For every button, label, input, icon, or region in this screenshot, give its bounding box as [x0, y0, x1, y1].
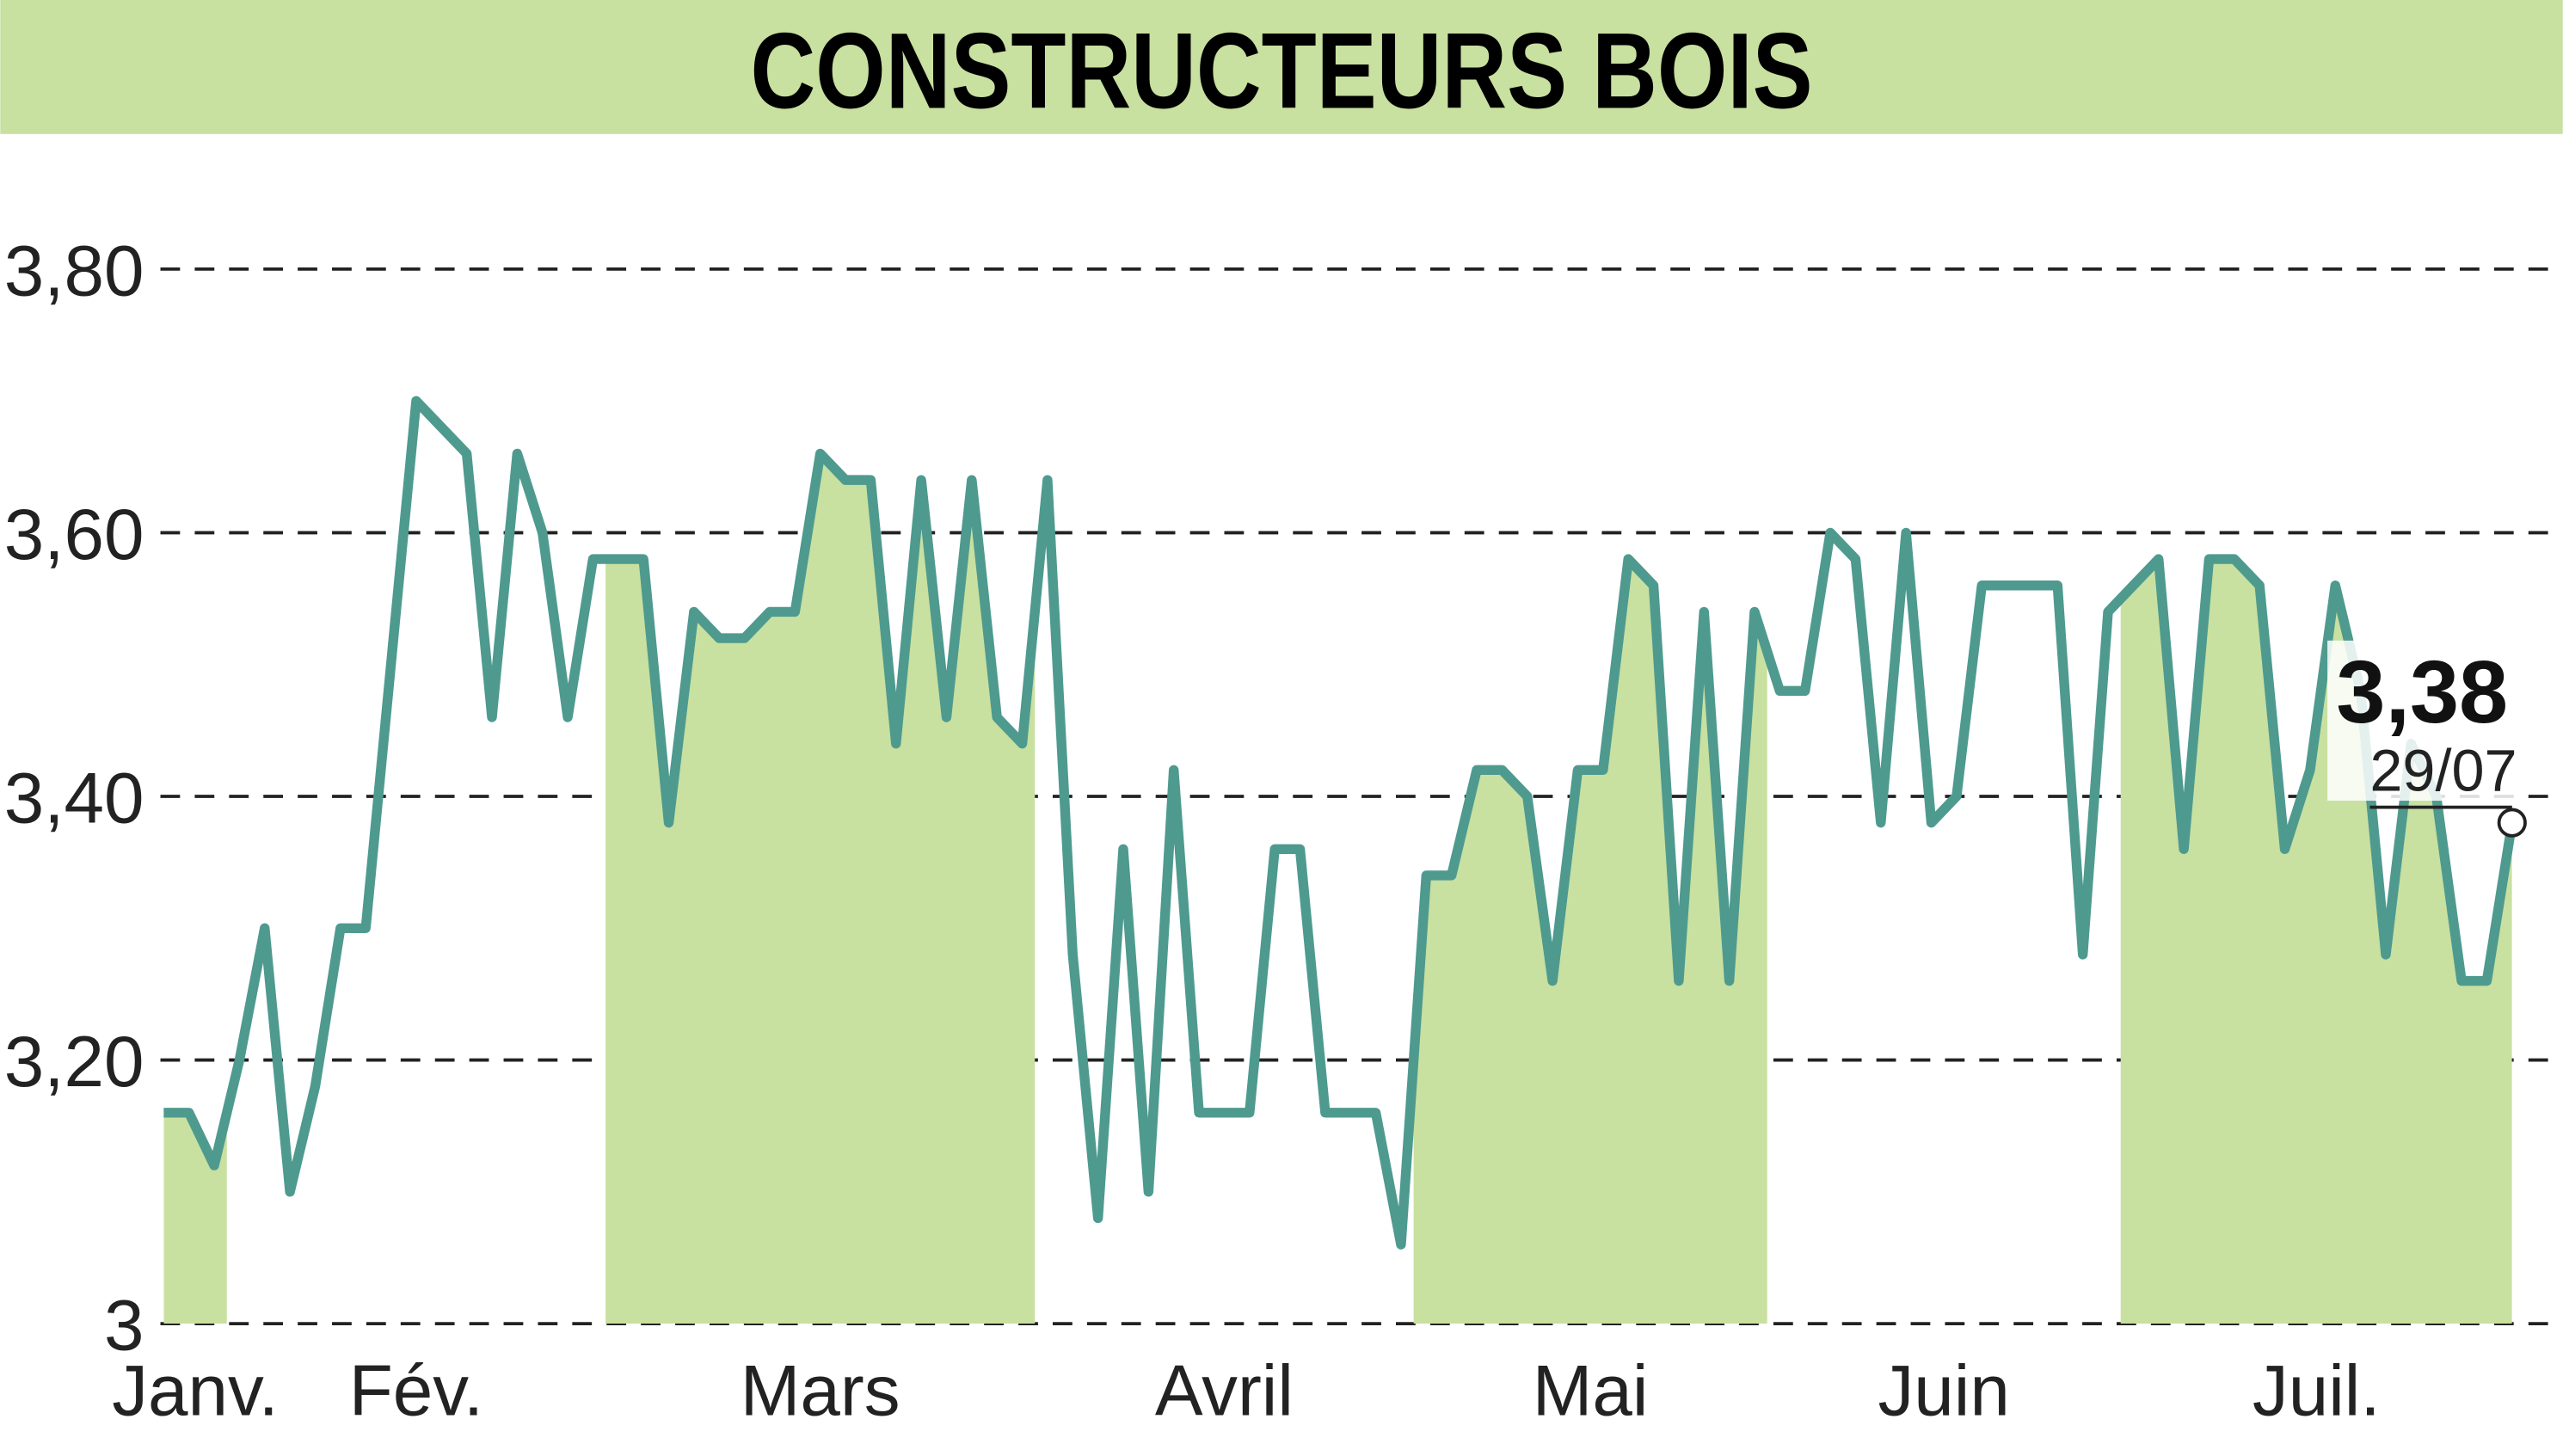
- x-tick-label: Juil.: [2253, 1349, 2381, 1430]
- price-line: [163, 396, 2517, 1250]
- x-tick-label: Mars: [741, 1349, 900, 1430]
- last-value-label: 3,38: [2336, 642, 2508, 741]
- last-date: 29/07: [2369, 739, 2517, 804]
- chart-title: CONSTRUCTEURS BOIS: [750, 9, 1812, 131]
- x-tick-label: Janv.: [112, 1349, 279, 1430]
- x-tick-label: Avril: [1155, 1349, 1294, 1430]
- x-tick-label: Fév.: [349, 1349, 483, 1430]
- x-tick-label: Mai: [1533, 1349, 1649, 1430]
- y-tick-label: 3,20: [4, 1021, 144, 1102]
- title-band: [0, 0, 2563, 134]
- y-tick-label: 3: [104, 1284, 144, 1365]
- y-tick-label: 3,40: [4, 757, 144, 838]
- y-tick-label: 3,60: [4, 494, 144, 574]
- x-tick-label: Juin: [1878, 1349, 2010, 1430]
- last-point: [2497, 808, 2527, 838]
- y-tick-label: 3,80: [4, 230, 144, 310]
- label-background: [2327, 640, 2521, 802]
- area: [163, 401, 2512, 1324]
